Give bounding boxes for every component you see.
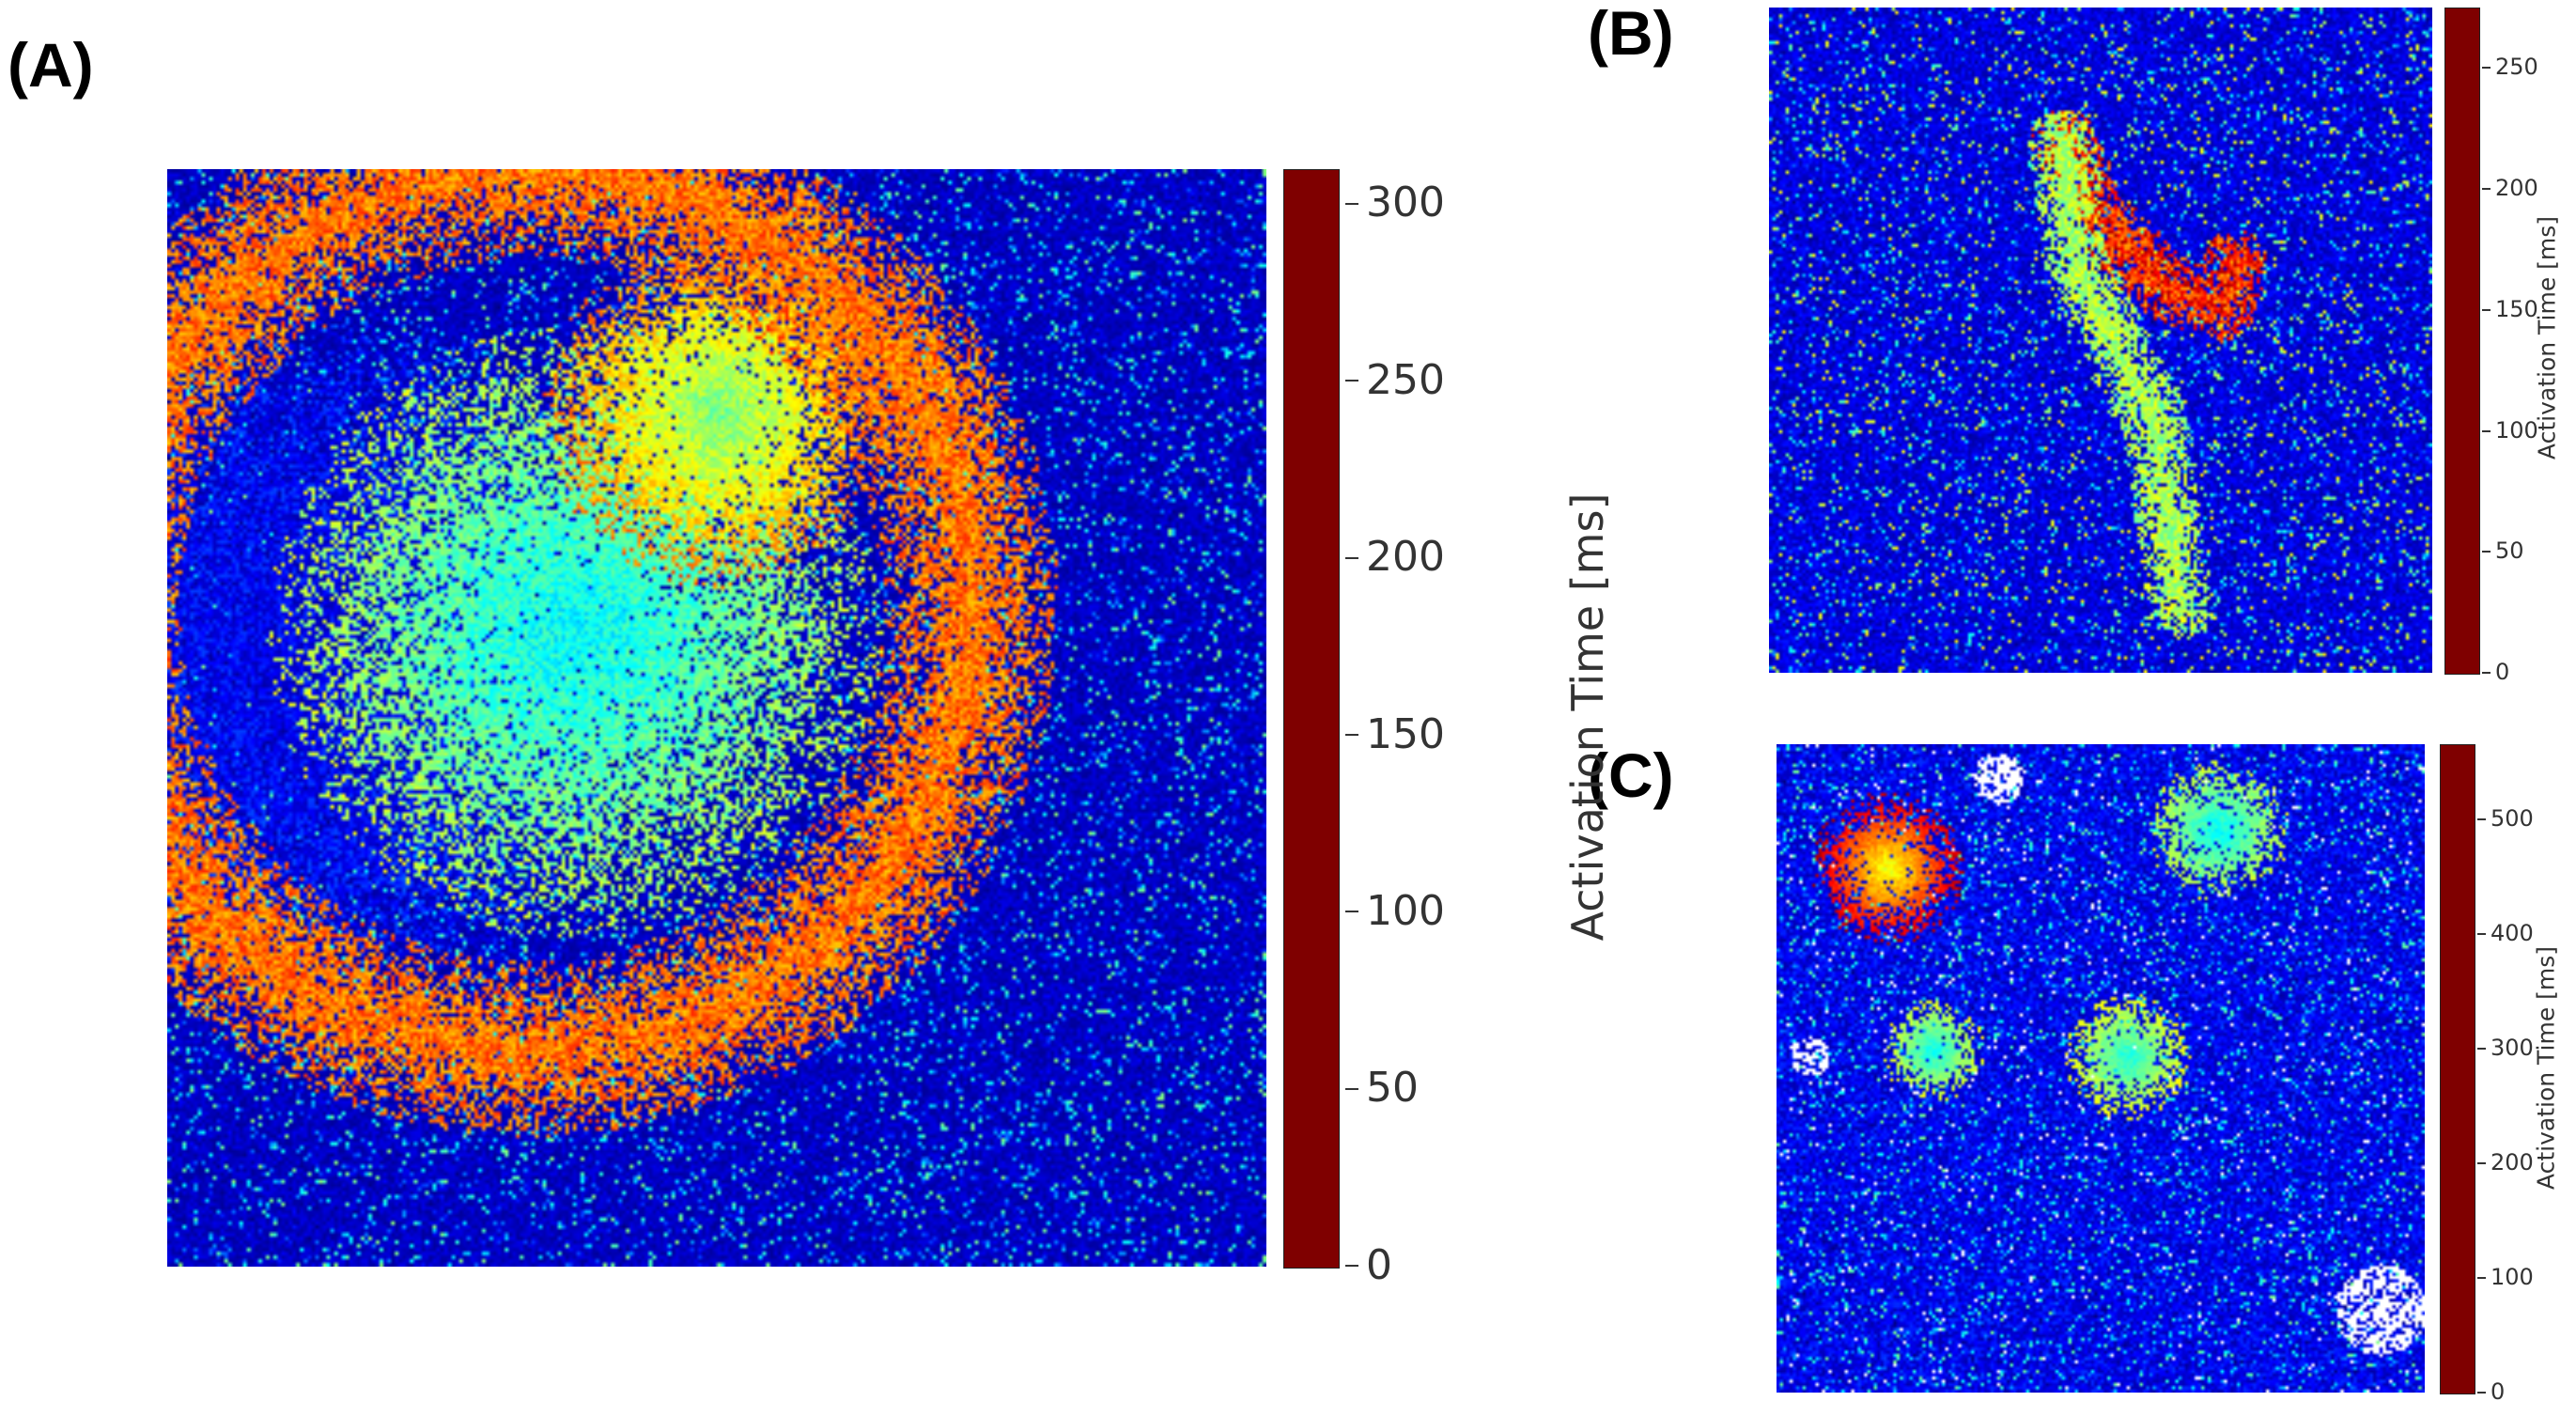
activation-map-b — [1769, 8, 2432, 673]
colorbar-tick: 50 — [2482, 537, 2524, 565]
panel-label-a: (A) — [8, 30, 94, 100]
colorbar-label-c: Activation Time [ms] — [2532, 945, 2560, 1191]
colorbar-a — [1283, 169, 1340, 1269]
colorbar-b — [2444, 8, 2480, 675]
colorbar-tick: 100 — [2482, 416, 2538, 444]
colorbar-tick: 100 — [1345, 886, 1445, 935]
colorbar-tick: 0 — [1345, 1240, 1392, 1289]
colorbar-tick: 50 — [1345, 1064, 1419, 1113]
colorbar-tick: 250 — [1345, 355, 1445, 404]
colorbar-tick: 0 — [2476, 1378, 2506, 1406]
panel-label-b: (B) — [1588, 0, 1674, 68]
colorbar-tick: 200 — [2477, 1148, 2534, 1176]
colorbar-tick: 400 — [2477, 919, 2534, 946]
activation-map-a — [167, 169, 1266, 1267]
panel-label-c: (C) — [1588, 740, 1674, 810]
colorbar-tick: 200 — [2482, 175, 2538, 202]
activation-map-c — [1777, 744, 2425, 1393]
colorbar-tick: 250 — [2482, 54, 2538, 81]
colorbar-tick: 100 — [2477, 1263, 2534, 1290]
colorbar-label-b: Activation Time [ms] — [2533, 215, 2561, 460]
colorbar-tick: 0 — [2481, 659, 2510, 686]
colorbar-tick: 300 — [1345, 179, 1445, 227]
colorbar-label-a: Activation Time [ms] — [1562, 492, 1613, 942]
colorbar-tick: 150 — [2482, 295, 2538, 322]
colorbar-tick: 150 — [1345, 709, 1445, 758]
colorbar-c — [2440, 744, 2475, 1394]
colorbar-tick: 500 — [2477, 804, 2534, 832]
colorbar-tick: 200 — [1345, 533, 1445, 582]
colorbar-tick: 300 — [2477, 1034, 2534, 1061]
